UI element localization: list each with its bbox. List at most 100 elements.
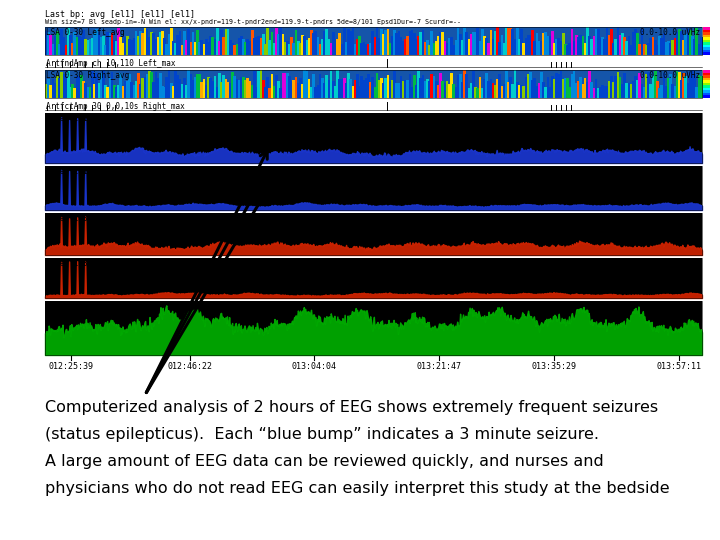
Bar <box>564 78 567 98</box>
Bar <box>275 75 278 98</box>
Bar <box>100 37 102 55</box>
Bar <box>597 29 600 55</box>
Bar <box>192 80 194 98</box>
Bar <box>676 71 678 98</box>
Bar <box>424 82 426 98</box>
Bar <box>665 86 667 98</box>
Bar <box>546 77 549 98</box>
Bar <box>273 43 276 55</box>
Bar <box>351 28 354 55</box>
Bar <box>310 30 312 55</box>
Bar <box>477 28 479 55</box>
Bar <box>325 29 328 55</box>
Bar <box>172 41 175 55</box>
Bar <box>516 28 518 55</box>
Bar <box>264 44 266 55</box>
Bar <box>150 32 153 55</box>
Bar <box>485 38 488 55</box>
Bar <box>509 77 512 98</box>
Bar <box>606 28 608 55</box>
Bar <box>616 72 619 98</box>
Bar <box>256 87 258 98</box>
Bar <box>308 79 310 98</box>
Bar <box>431 73 433 98</box>
Bar <box>496 27 499 55</box>
Bar <box>599 86 602 98</box>
Bar <box>338 79 341 98</box>
Bar <box>389 43 392 55</box>
Bar <box>636 79 639 98</box>
Bar <box>649 38 652 55</box>
Bar <box>683 39 685 55</box>
Bar <box>472 71 474 98</box>
Bar <box>477 88 479 98</box>
Bar <box>290 81 293 98</box>
Bar <box>413 75 415 98</box>
Bar <box>84 84 87 98</box>
Bar <box>566 78 569 98</box>
Bar <box>174 43 177 55</box>
Bar <box>564 44 567 55</box>
Bar <box>662 73 665 98</box>
Bar <box>584 43 586 55</box>
Bar <box>45 113 702 163</box>
Bar <box>139 31 142 55</box>
Bar <box>590 39 593 55</box>
Bar <box>656 45 659 55</box>
Bar <box>80 37 83 55</box>
Bar <box>505 29 508 55</box>
Bar <box>299 43 302 55</box>
Bar <box>305 71 308 98</box>
Bar <box>618 77 621 98</box>
Bar <box>523 43 525 55</box>
Bar <box>527 35 529 55</box>
Bar <box>45 70 702 98</box>
Bar <box>649 84 652 98</box>
Bar <box>124 37 127 55</box>
Bar <box>139 84 142 98</box>
Bar <box>404 79 407 98</box>
Bar <box>260 38 262 55</box>
Bar <box>98 83 100 98</box>
Bar <box>703 42 710 45</box>
Bar <box>262 80 264 98</box>
Bar <box>518 85 521 98</box>
Bar <box>347 29 350 55</box>
Bar <box>104 45 107 55</box>
Bar <box>641 84 644 98</box>
Bar <box>410 87 413 98</box>
Bar <box>529 71 531 98</box>
Bar <box>159 32 161 55</box>
Bar <box>279 87 282 98</box>
Bar <box>297 41 300 55</box>
Bar <box>244 80 247 98</box>
Bar <box>562 79 564 98</box>
Bar <box>610 76 613 98</box>
Bar <box>696 28 698 55</box>
Bar <box>472 32 474 55</box>
Bar <box>203 44 205 55</box>
Bar <box>58 78 60 98</box>
Bar <box>698 44 701 55</box>
Bar <box>391 80 394 98</box>
Bar <box>374 37 376 55</box>
Bar <box>240 36 243 55</box>
Bar <box>111 33 113 55</box>
Bar <box>124 80 127 98</box>
Bar <box>673 38 676 55</box>
Bar <box>89 87 91 98</box>
Bar <box>170 83 173 98</box>
Bar <box>461 40 464 55</box>
Bar <box>703 52 710 55</box>
Bar <box>703 32 710 35</box>
Bar <box>143 28 146 55</box>
Bar <box>380 78 383 98</box>
Bar <box>703 88 710 90</box>
Bar <box>608 81 611 98</box>
Bar <box>685 34 687 55</box>
Bar <box>45 258 702 298</box>
Bar <box>426 78 428 98</box>
Bar <box>319 44 321 55</box>
Text: Power 2-14_Parasag avg: Power 2-14_Parasag avg <box>46 302 148 311</box>
Bar <box>317 37 319 55</box>
